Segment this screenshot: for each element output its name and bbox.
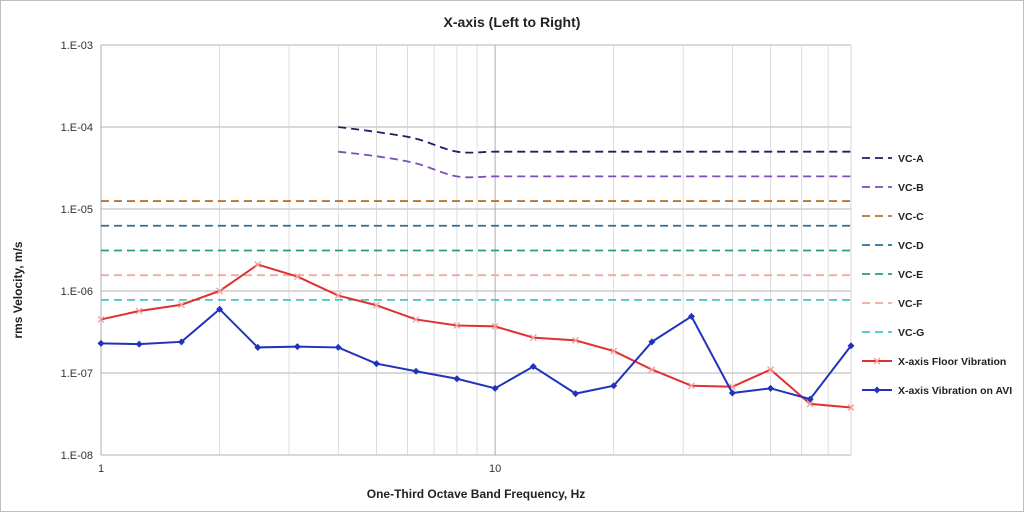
legend-label: VC-G xyxy=(898,327,924,339)
legend-label: VC-A xyxy=(898,153,924,165)
data-point xyxy=(177,338,185,346)
legend: VC-A VC-B VC-C VC-D VC-E VC-F VC-G X-axis Floor… xyxy=(862,153,1012,397)
data-point xyxy=(806,400,814,408)
legend-item: X-axis Floor Vibration xyxy=(862,356,1006,368)
y-axis-label: rms Velocity, m/s xyxy=(11,241,25,338)
y-tick-label: 1.E-05 xyxy=(61,204,93,216)
legend-item: VC-F xyxy=(862,298,923,310)
legend-item: VC-G xyxy=(862,327,924,339)
data-point xyxy=(372,360,380,368)
legend-item: VC-A xyxy=(862,153,924,165)
x-tick-label: 1 xyxy=(98,463,104,475)
legend-item: VC-B xyxy=(862,182,924,194)
data-point xyxy=(847,403,855,411)
series-7 xyxy=(97,261,855,411)
data-point xyxy=(728,389,736,397)
series-0 xyxy=(338,126,851,154)
data-point xyxy=(135,307,143,315)
data-point xyxy=(97,315,105,323)
legend-item: VC-D xyxy=(862,240,924,252)
data-point xyxy=(293,273,301,281)
data-point xyxy=(293,343,301,351)
y-tick-label: 1.E-08 xyxy=(61,450,93,462)
data-point xyxy=(529,334,537,342)
legend-label: VC-F xyxy=(898,298,923,310)
data-point xyxy=(334,343,342,351)
data-point xyxy=(453,321,461,329)
series-8 xyxy=(97,305,855,403)
series-line xyxy=(338,150,851,179)
data-point xyxy=(177,301,185,309)
data-point xyxy=(412,367,420,375)
series-line xyxy=(100,307,852,401)
x-tick-label: 10 xyxy=(489,463,501,475)
series-1 xyxy=(338,150,851,179)
legend-label: VC-E xyxy=(898,269,923,281)
tick-labels: 1.E-08 1.E-07 1.E-06 1.E-05 1.E-04 1.E-03 1 10 xyxy=(61,40,502,475)
legend-item: VC-E xyxy=(862,269,923,281)
data-point xyxy=(372,301,380,309)
data-point xyxy=(572,336,580,344)
data-point xyxy=(254,343,262,351)
y-tick-label: 1.E-06 xyxy=(61,286,93,298)
data-point xyxy=(847,342,855,350)
data-point xyxy=(572,390,580,398)
data-point xyxy=(135,340,143,348)
x-axis-label: One-Third Octave Band Frequency, Hz xyxy=(367,487,585,501)
legend-label: X-axis Vibration on AVI xyxy=(898,385,1012,397)
data-point xyxy=(767,366,775,374)
data-point xyxy=(216,287,224,295)
data-point xyxy=(806,395,814,403)
chart-title: X-axis (Left to Right) xyxy=(444,14,581,30)
data-point xyxy=(412,315,420,323)
data-point xyxy=(610,382,618,390)
series-line xyxy=(100,263,852,409)
data-point xyxy=(687,382,695,390)
data-point xyxy=(529,363,537,371)
data-point xyxy=(648,338,656,346)
data-point xyxy=(767,384,775,392)
data-point xyxy=(216,305,224,313)
data-point xyxy=(453,375,461,383)
legend-item: X-axis Vibration on AVI xyxy=(862,385,1012,397)
y-tick-label: 1.E-03 xyxy=(61,40,93,52)
data-point xyxy=(254,261,262,269)
data-point xyxy=(610,347,618,355)
y-tick-label: 1.E-04 xyxy=(61,122,93,134)
y-tick-label: 1.E-07 xyxy=(61,368,93,380)
data-point xyxy=(491,322,499,330)
data-point xyxy=(687,312,695,320)
legend-item: VC-C xyxy=(862,211,924,223)
legend-marker xyxy=(873,386,881,394)
data-point xyxy=(648,366,656,374)
legend-label: X-axis Floor Vibration xyxy=(898,356,1006,368)
data-point xyxy=(97,339,105,347)
legend-label: VC-B xyxy=(898,182,924,194)
series-layer xyxy=(97,126,855,411)
legend-label: VC-C xyxy=(898,211,924,223)
legend-label: VC-D xyxy=(898,240,924,252)
data-point xyxy=(334,292,342,300)
legend-marker xyxy=(873,357,881,365)
data-point xyxy=(491,384,499,392)
series-line xyxy=(338,126,851,154)
